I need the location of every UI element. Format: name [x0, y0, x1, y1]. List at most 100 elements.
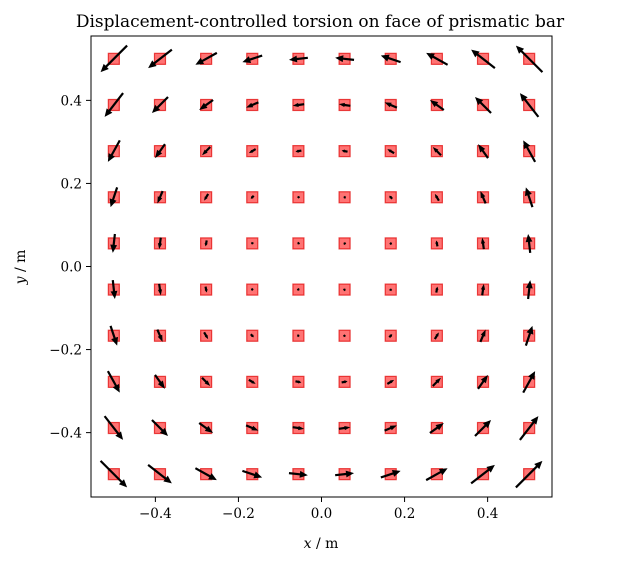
x-axis: −0.4 −0.2 0.0 0.2 0.4 [139, 497, 498, 522]
displacement-arrow [480, 191, 487, 204]
displacement-arrow [515, 45, 544, 73]
y-tick-label: 0.2 [61, 176, 82, 192]
displacement-arrow [109, 325, 119, 346]
displacement-arrow [429, 423, 444, 434]
displacement-arrow [248, 148, 257, 154]
displacement-arrow [151, 419, 168, 437]
displacement-arrow [519, 93, 540, 118]
displacement-arrow [203, 331, 209, 340]
displacement-arrow [157, 190, 164, 204]
displacement-arrow [297, 195, 300, 199]
displacement-arrow [524, 187, 534, 208]
displacement-arrow [204, 286, 208, 293]
displacement-arrow [147, 464, 172, 484]
plot-area [99, 44, 544, 489]
displacement-arrow [245, 424, 259, 431]
displacement-arrow [389, 242, 393, 245]
displacement-arrow [480, 283, 486, 296]
x-tick-label: 0.2 [394, 506, 415, 522]
displacement-arrow [387, 149, 395, 155]
displacement-arrow [199, 99, 214, 110]
displacement-arrow [202, 146, 211, 156]
x-axis-label: x / m [304, 536, 339, 552]
displacement-arrow [389, 288, 393, 292]
displacement-arrow [523, 140, 537, 163]
displacement-arrow [429, 100, 445, 111]
displacement-arrow [194, 467, 217, 481]
displacement-arrow [384, 425, 397, 432]
x-tick-label: −0.4 [139, 506, 172, 522]
x-tick-label: −0.2 [222, 506, 255, 522]
displacement-arrow [242, 54, 263, 64]
displacement-arrow [248, 378, 256, 384]
displacement-arrow [426, 52, 449, 66]
displacement-arrow [296, 334, 300, 338]
displacement-arrow [433, 332, 439, 340]
displacement-arrow [338, 425, 351, 431]
displacement-arrow [525, 280, 533, 300]
displacement-arrow [297, 241, 301, 245]
displacement-arrow [343, 334, 346, 338]
displacement-arrow [388, 334, 393, 338]
y-tick-label: −0.4 [49, 426, 82, 442]
displacement-arrow [250, 195, 255, 199]
displacement-arrow [475, 96, 492, 114]
displacement-arrow [250, 288, 254, 291]
displacement-arrow [343, 242, 347, 246]
displacement-arrow [519, 416, 539, 441]
displacement-arrow [204, 193, 210, 201]
displacement-arrow [204, 240, 208, 247]
displacement-arrow [292, 425, 305, 431]
displacement-arrow [151, 96, 169, 113]
displacement-arrow [384, 102, 398, 109]
displacement-arrow [432, 377, 441, 387]
displacement-arrow [477, 374, 488, 390]
displacement-arrow [157, 237, 163, 250]
displacement-arrow [335, 55, 355, 63]
displacement-arrow [435, 240, 439, 247]
displacement-arrow [201, 377, 211, 386]
displacement-arrow [246, 101, 259, 108]
y-tick-label: 0.4 [61, 93, 82, 109]
displacement-arrow [435, 286, 439, 293]
displacement-arrow [380, 469, 401, 479]
displacement-arrow [478, 144, 489, 159]
displacement-arrow [106, 370, 120, 393]
displacement-arrow [157, 283, 163, 296]
x-tick-label: 0.4 [477, 506, 498, 522]
displacement-arrow [295, 149, 302, 153]
y-axis-label: y / m [13, 250, 29, 286]
displacement-arrow [434, 193, 440, 202]
chart-title: Displacement-controlled torsion on face … [76, 12, 565, 32]
displacement-arrow [479, 329, 486, 343]
displacement-arrow [109, 187, 119, 208]
displacement-arrow [425, 468, 448, 482]
displacement-arrow [195, 51, 218, 65]
displacement-arrow [107, 139, 121, 162]
displacement-arrow [154, 374, 165, 389]
displacement-arrow [522, 371, 536, 394]
displacement-arrow [525, 233, 533, 253]
displacement-arrow [341, 380, 348, 384]
displacement-arrow [110, 280, 118, 300]
displacement-arrow [296, 287, 300, 291]
displacement-arrow [156, 329, 163, 342]
displacement-arrow [342, 288, 346, 292]
displacement-arrow [155, 143, 166, 159]
displacement-arrow [471, 49, 496, 69]
displacement-arrow [380, 54, 401, 64]
displacement-arrow [470, 464, 495, 485]
displacement-arrow [250, 333, 254, 338]
y-tick-label: 0.0 [61, 260, 82, 276]
displacement-arrow [295, 380, 302, 384]
displacement-arrow [250, 241, 254, 245]
displacement-arrow [480, 237, 486, 250]
displacement-arrow [292, 102, 305, 108]
displacement-arrow [389, 195, 393, 200]
displacement-arrow [335, 470, 355, 478]
displacement-arrow [198, 422, 214, 433]
displacement-arrow [242, 469, 263, 479]
displacement-arrow [110, 233, 118, 253]
displacement-arrow [341, 149, 348, 153]
displacement-arrow [474, 420, 492, 437]
